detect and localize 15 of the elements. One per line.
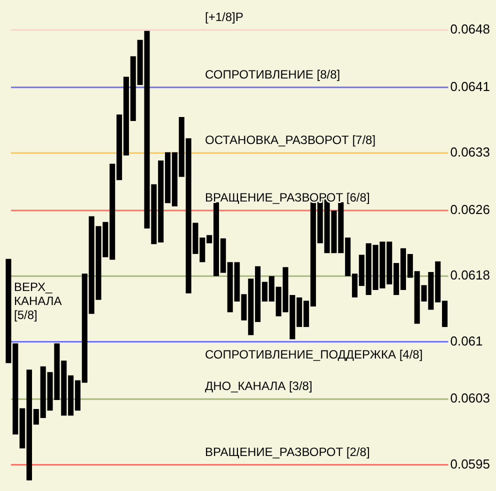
ref-line-label: СОПРОТИВЛЕНИЕ [8/8] bbox=[205, 67, 340, 82]
y-tick-label: 0.0595 bbox=[450, 456, 490, 472]
y-tick-label: 0.0633 bbox=[450, 144, 490, 160]
y-tick-label: 0.0626 bbox=[450, 202, 490, 218]
y-tick-label: 0.061 bbox=[450, 333, 483, 348]
y-tick-label: 0.0618 bbox=[450, 268, 490, 283]
ref-line-label: [+1/8]P bbox=[205, 10, 244, 24]
y-tick-label: 0.0641 bbox=[450, 79, 490, 94]
ref-line-label: ВРАЩЕНИЕ_РАЗВОРОТ [2/8] bbox=[205, 444, 370, 459]
ref-line-label: ВЕРХ_КАНАЛА [5/8] bbox=[14, 280, 62, 322]
ref-line-label: СОПРОТИВЛЕНИЕ_ПОДДЕРЖКА [4/8] bbox=[205, 348, 423, 362]
ref-line-label: ДНО_КАНАЛА [3/8] bbox=[205, 379, 312, 394]
y-tick-label: 0.0603 bbox=[450, 390, 490, 406]
y-tick-label: 0.0648 bbox=[450, 22, 490, 37]
ref-line-label: ОСТАНОВКА_РАЗВОРОТ [7/8] bbox=[205, 133, 376, 148]
